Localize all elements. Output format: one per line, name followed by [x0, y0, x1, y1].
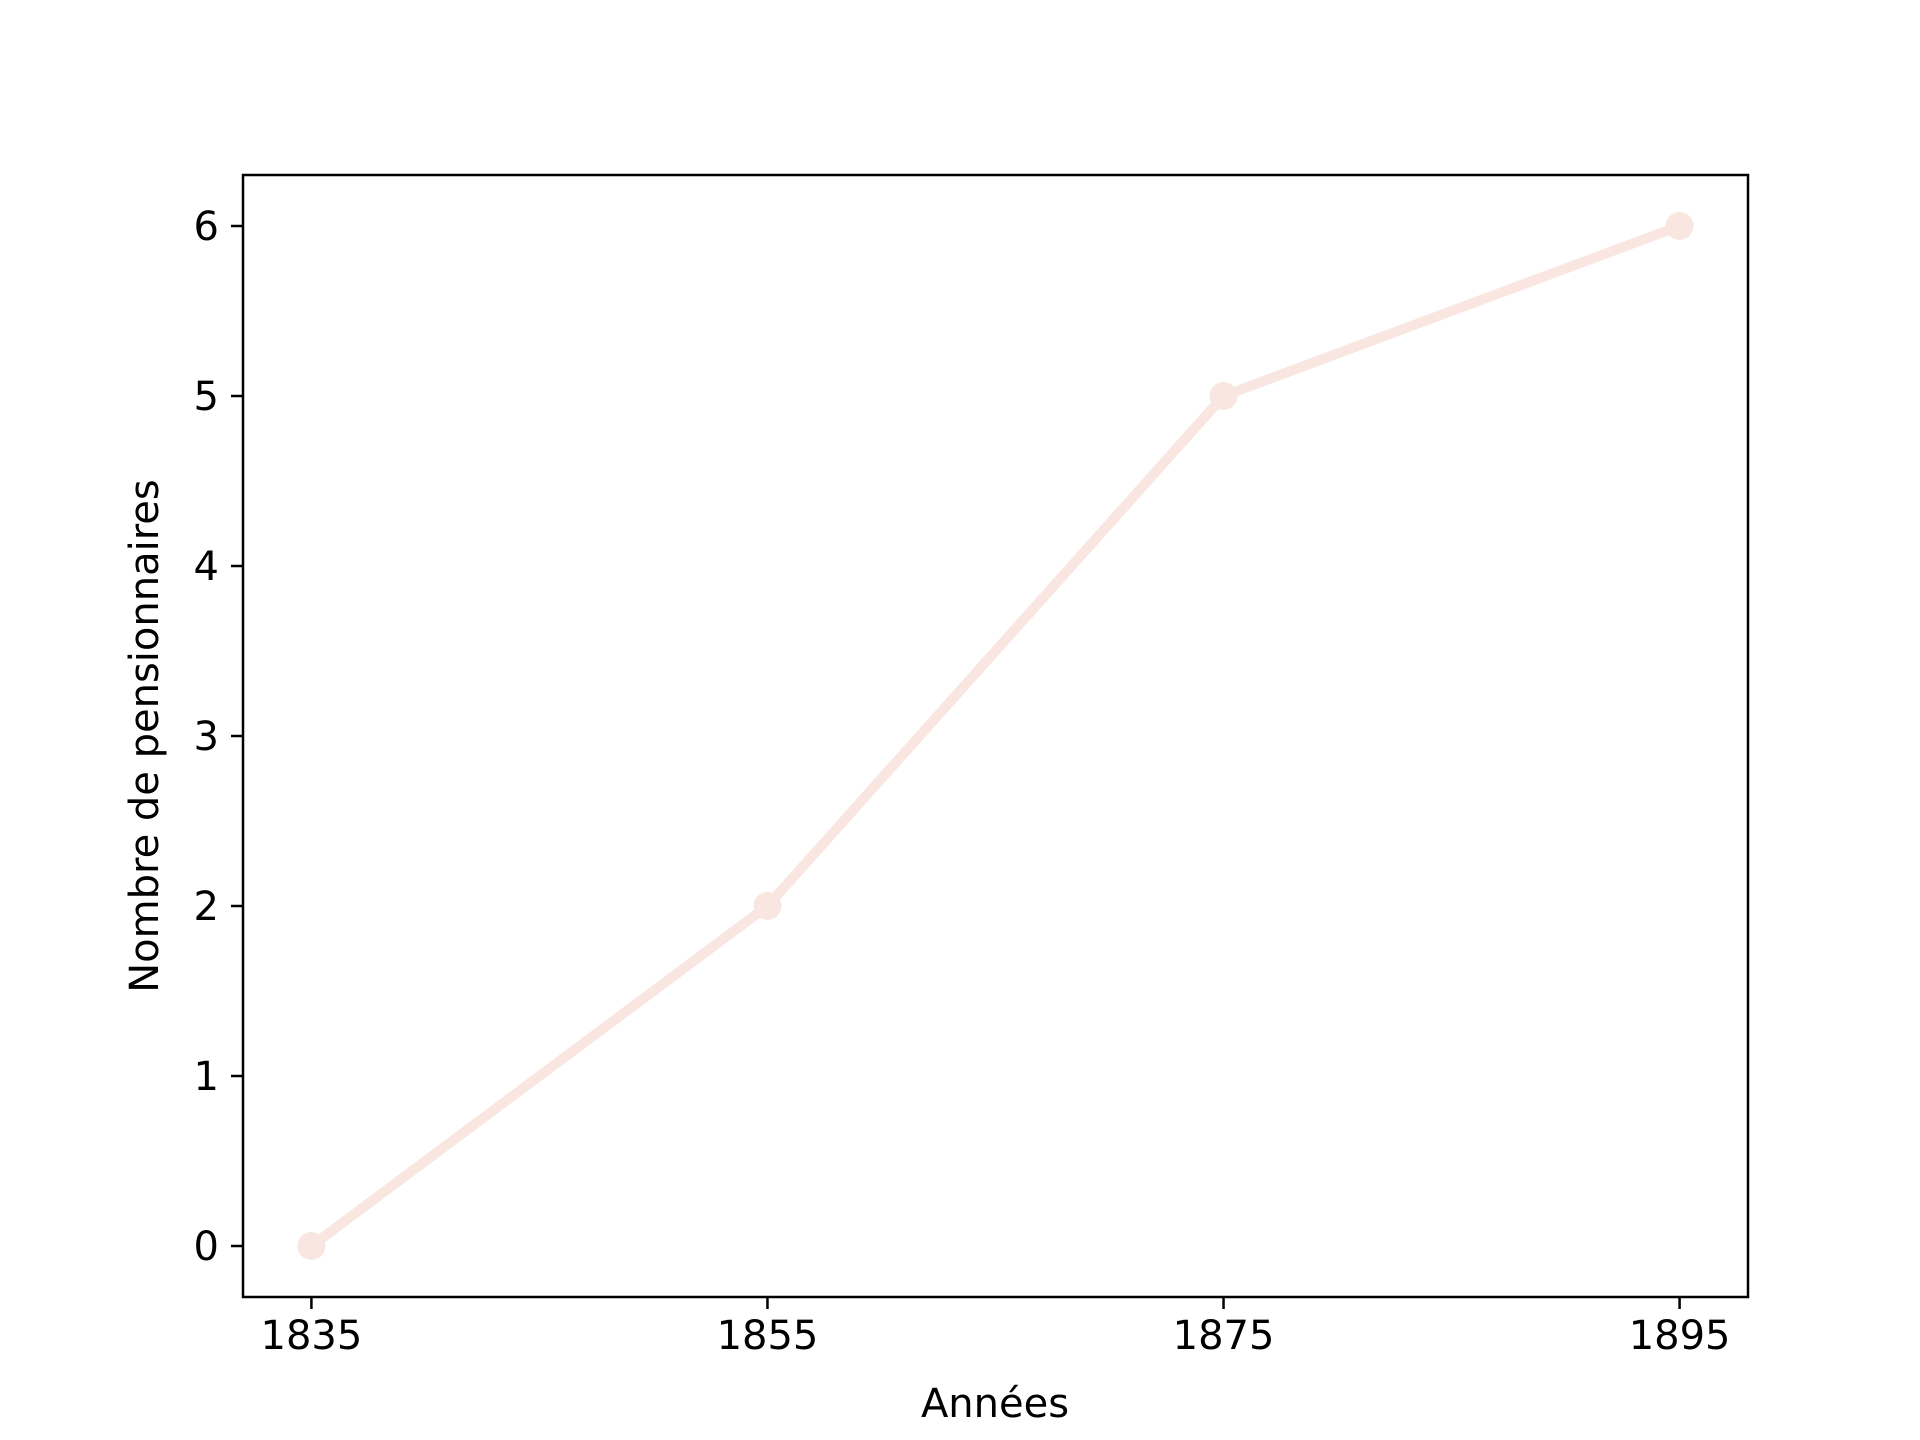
x-tick-label: 1855 — [717, 1313, 819, 1359]
x-tick-label: 1895 — [1629, 1313, 1731, 1359]
x-tick-label: 1875 — [1173, 1313, 1275, 1359]
data-point — [297, 1232, 326, 1260]
y-tick-label: 6 — [194, 204, 219, 250]
data-point — [1665, 212, 1694, 240]
y-axis-label: Nombre de pensionnaires — [122, 479, 168, 992]
y-tick-label: 1 — [194, 1054, 219, 1100]
y-tick-label: 0 — [194, 1224, 219, 1270]
data-point — [753, 892, 782, 920]
y-tick-label: 2 — [194, 884, 219, 930]
y-tick-label: 3 — [194, 714, 219, 760]
series-layer — [297, 212, 1694, 1260]
y-tick-label: 5 — [194, 374, 219, 420]
x-tick-label: 1835 — [261, 1313, 363, 1359]
data-point — [1209, 382, 1238, 410]
plot-area — [241, 173, 1750, 1299]
y-axis: 0 1 2 3 4 5 6 — [194, 204, 243, 1270]
y-tick-label: 4 — [194, 544, 219, 590]
x-axis: 1835 1855 1875 1895 — [261, 1297, 1731, 1359]
series-line — [306, 221, 1685, 1251]
x-axis-label: Années — [921, 1381, 1069, 1427]
